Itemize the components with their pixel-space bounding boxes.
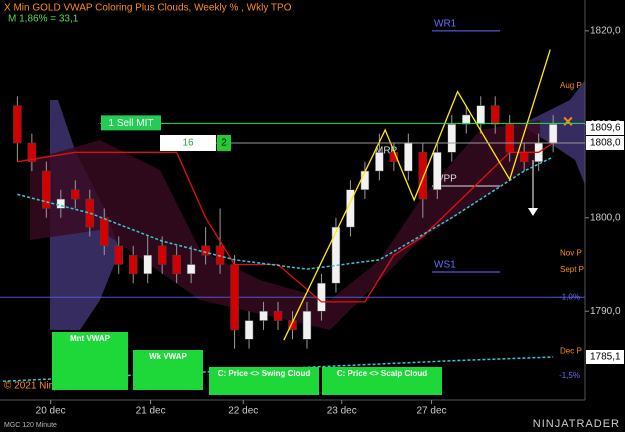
price-tag [586,350,624,365]
candle-body [85,198,95,228]
pivot-label: WS1 [434,260,456,271]
indicator-line [283,49,551,341]
price-tag-label: 1785,1 [590,352,621,363]
position-box[interactable] [160,134,216,151]
indicator-line [17,156,554,270]
session-label: Aug P [560,81,582,90]
cloud [30,120,540,330]
candle-body [302,310,312,340]
candle-body [346,189,355,228]
y-tick-label: 1800,0 [590,212,621,223]
candle-body [331,226,341,284]
candle-body [71,189,80,200]
candle-body [100,217,109,247]
toggle-button[interactable] [322,367,442,395]
price-tag [586,121,624,136]
x-tick-label: 20 dec [36,406,66,417]
marker: ✕ [562,114,574,130]
candle-body [13,105,22,144]
candle-body [375,152,384,172]
toggle-button[interactable] [209,367,319,395]
candle-body [548,124,558,144]
candle-body [143,254,152,275]
session-label: Dec P [560,347,582,356]
candle-body [172,254,181,275]
session-label: Sept P [560,265,584,274]
candle-body [476,105,485,125]
candle-body [418,152,428,200]
toggle-button[interactable] [133,350,203,390]
position-count: 2 [221,138,227,149]
candle-body [230,264,239,331]
candle-body [462,114,471,125]
percent-label: -1,5% [559,371,580,380]
candle-body [201,245,210,256]
toggle-button-label[interactable]: C: Price <> Swing Cloud [218,369,311,378]
position-quantity: 16 [182,138,194,149]
brand: NINJATRADER [533,418,620,430]
candle-body [433,152,442,190]
candle-body [259,310,268,321]
price-tag-label: 1808,0 [590,138,621,149]
percent-label: -1,0% [559,292,580,301]
candle-body [244,320,254,340]
candle-body [27,142,37,162]
price-tag [586,135,624,150]
candle-body [42,170,51,209]
order-box[interactable] [101,115,161,131]
pivot-label: MRP [375,146,398,157]
toggle-button-label[interactable]: Mnt VWAP [70,334,111,343]
x-tick-label: 23 dec [327,406,357,417]
pivot-label: WPP [434,174,457,185]
candle-body [157,245,167,265]
arrow-head [528,208,538,216]
candle-body [447,124,457,153]
candle-body [505,124,514,153]
candle-body [273,310,283,321]
x-tick-label: 22 dec [228,406,258,417]
candle-body [404,142,413,172]
candle-body [114,245,123,265]
y-tick-label: 1790,0 [590,306,621,317]
indicator-line [17,142,554,303]
pivot-label: WR1 [434,18,457,29]
candle-body [128,254,138,275]
candle-body [56,198,66,209]
candle-body [317,282,326,312]
session-label: Nov P [560,248,582,257]
price-tag-label: 1809,6 [590,123,621,134]
order-label: 1 Sell MIT [108,118,153,129]
toggle-button[interactable] [52,332,128,390]
x-tick-label: 27 dec [416,406,446,417]
candle-body [215,245,225,265]
candle-body [490,105,500,125]
toggle-button-label[interactable]: Wk VWAP [149,352,187,361]
candle-body [186,264,196,275]
y-tick-label: 1820,0 [590,25,621,36]
title: X Min GOLD VWAP Coloring Plus Clouds, We… [4,3,292,14]
x-tick-label: 21 dec [136,406,166,417]
candle-body [360,170,370,190]
candle-body [288,320,297,331]
toggle-button-label[interactable]: C: Price <> Scalp Cloud [337,369,427,378]
position-count-box[interactable] [217,134,231,151]
candle-body [519,152,529,162]
subtitle: M 1,86% = 33,1 [8,14,79,25]
instrument: MGC 120 Minute [4,422,57,429]
